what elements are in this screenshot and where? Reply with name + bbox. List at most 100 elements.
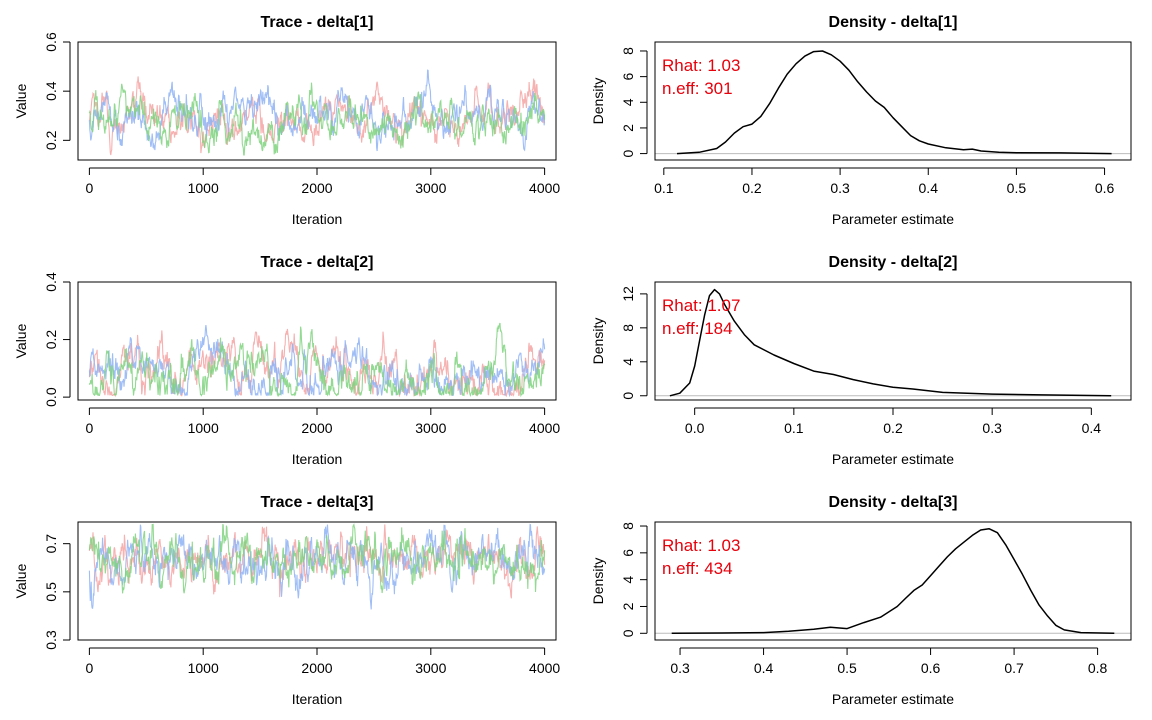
x-tick-label: 0.3 [670,660,690,676]
x-tick-label: 0.6 [921,660,941,676]
y-tick-label: 0 [620,629,636,637]
y-tick-label: 12 [620,286,636,302]
y-axis-label: Value [13,83,29,118]
plot-frame [654,41,1132,161]
y-tick-label: 4 [620,576,636,584]
density-curve [671,527,1115,635]
x-tick-label: 0.0 [685,420,705,436]
neff-annotation: n.eff: 434 [662,559,733,578]
x-tick-label: 0.2 [742,180,762,196]
rhat-annotation: Rhat: 1.07 [662,296,740,315]
x-tick-label: 0 [85,420,93,436]
plot-frame [77,41,557,161]
plot-frame [654,521,1132,641]
x-axis-label: Parameter estimate [832,691,954,707]
x-tick-label: 0.4 [1082,420,1102,436]
trace-chain-3 [88,322,546,398]
panel-title: Trace - delta[2] [261,254,374,271]
y-tick-label: 0.4 [43,272,59,292]
trace-chain-1 [88,76,546,156]
neff-annotation: n.eff: 184 [662,319,733,338]
x-tick-label: 0.3 [982,420,1002,436]
x-tick-label: 1000 [188,660,219,676]
plot-area [88,322,546,398]
density-curve [669,288,1112,397]
panel-1: Trace - delta[1] Iteration Value 0 1000 2000 3… [13,14,560,227]
y-tick-label: 8 [620,522,636,530]
x-tick-label: 2000 [301,180,332,196]
y-tick-label: 4 [620,98,636,106]
y-tick-label: 2 [620,124,636,132]
panel-title: Trace - delta[1] [261,14,374,31]
plot-frame [77,281,557,401]
x-axis-label: Iteration [292,211,343,227]
y-tick-label: 6 [620,549,636,557]
x-tick-label: 0.3 [830,180,850,196]
x-tick-label: 3000 [415,180,446,196]
trace-chain-3 [88,82,546,156]
x-axis-label: Iteration [292,691,343,707]
y-tick-label: 0.2 [43,330,59,350]
y-tick-label: 0 [620,392,636,400]
density-curve [676,50,1112,155]
y-axis-label: Density [590,78,606,125]
x-tick-label: 0.8 [1088,660,1108,676]
x-tick-label: 4000 [529,660,560,676]
plot-area [655,50,1131,155]
x-tick-label: 0 [85,180,93,196]
y-tick-label: 4 [620,358,636,366]
x-tick-label: 0.6 [1095,180,1115,196]
panel-3: Trace - delta[2] Iteration Value 0 1000 2000 3… [13,254,560,467]
neff-annotation: n.eff: 301 [662,79,733,98]
y-axis-label: Value [13,563,29,598]
x-tick-label: 2000 [301,420,332,436]
y-tick-label: 0.0 [43,387,59,407]
y-tick-label: 2 [620,602,636,610]
rhat-annotation: Rhat: 1.03 [662,56,740,75]
panel-4: Density - delta[2] Parameter estimate Dens… [590,254,1132,467]
x-tick-label: 0.2 [883,420,903,436]
x-tick-label: 3000 [415,660,446,676]
x-axis-label: Parameter estimate [832,211,954,227]
y-tick-label: 0.3 [43,630,59,650]
x-axis-label: Parameter estimate [832,451,954,467]
x-tick-label: 4000 [529,420,560,436]
x-tick-label: 0.4 [754,660,774,676]
y-tick-label: 0.2 [43,130,59,150]
plot-area [655,527,1131,635]
x-tick-label: 0.1 [654,180,674,196]
x-tick-label: 2000 [301,660,332,676]
panel-title: Density - delta[2] [829,254,958,271]
x-axis-label: Iteration [292,451,343,467]
x-tick-label: 1000 [188,180,219,196]
x-tick-label: 0 [85,660,93,676]
panel-2: Density - delta[1] Parameter estimate Dens… [590,14,1132,227]
x-tick-label: 3000 [415,420,446,436]
x-tick-label: 0.7 [1004,660,1024,676]
y-tick-label: 8 [620,324,636,332]
plot-area [88,69,546,156]
y-tick-label: 0.7 [43,534,59,554]
y-tick-label: 0.4 [43,81,59,101]
y-axis-label: Density [590,558,606,605]
y-tick-label: 0.6 [43,32,59,52]
plot-frame [77,521,557,641]
y-tick-label: 6 [620,73,636,81]
plot-area [88,523,546,610]
panel-title: Density - delta[3] [829,494,958,511]
x-tick-label: 4000 [529,180,560,196]
panel-5: Trace - delta[3] Iteration Value 0 1000 2000 3… [13,494,560,707]
plot-area [655,288,1131,397]
x-tick-label: 0.4 [919,180,939,196]
panel-title: Trace - delta[3] [261,494,374,511]
x-tick-label: 0.5 [837,660,857,676]
x-tick-label: 0.1 [784,420,804,436]
trace-chain-3 [88,523,546,594]
panel-title: Density - delta[1] [829,14,958,31]
y-axis-label: Density [590,318,606,365]
trace-chain-1 [88,524,546,599]
y-tick-label: 0 [620,149,636,157]
plot-frame [654,281,1132,401]
y-tick-label: 8 [620,47,636,55]
